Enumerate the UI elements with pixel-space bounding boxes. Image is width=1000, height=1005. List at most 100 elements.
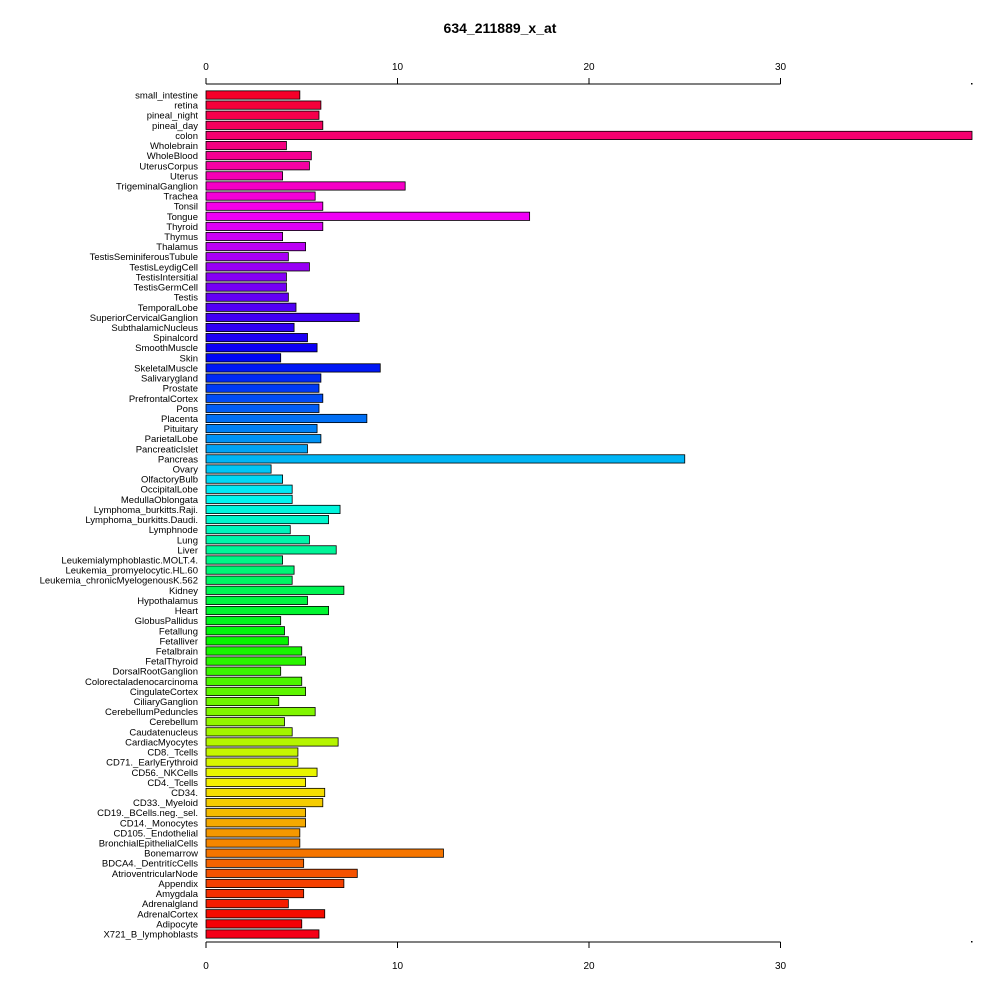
category-label: Lymphoma_burkitts.Raji.: [94, 505, 198, 516]
category-label: Tongue: [167, 212, 198, 223]
bar: [205, 626, 285, 636]
bar: [205, 151, 312, 161]
category-label: Kidney: [169, 586, 198, 597]
bar: [205, 828, 301, 838]
category-label: SmoothMuscle: [135, 343, 198, 354]
category-label: Pituitary: [164, 424, 199, 435]
category-label: OlfactoryBulb: [141, 475, 198, 486]
bar: [205, 322, 295, 333]
bottom-axis-tick-label: 20: [583, 961, 595, 972]
category-label: Bonemarrow: [144, 849, 198, 860]
bar: [205, 555, 283, 565]
category-label: PancreaticIslet: [136, 444, 199, 455]
bar: [205, 191, 316, 201]
category-label: small_intestine: [135, 91, 198, 102]
category-label: Fetalliver: [159, 636, 198, 647]
category-label: Spinalcord: [153, 333, 198, 344]
bar: [205, 798, 324, 808]
bar: [205, 565, 295, 575]
bar: [205, 242, 306, 252]
bar: [205, 858, 305, 868]
category-label: Fetalbrain: [156, 646, 198, 657]
category-label: Leukemia_chronicMyelogenousK.562: [40, 576, 198, 587]
bar: [205, 575, 293, 585]
bar: [205, 282, 287, 292]
bar: [205, 545, 337, 555]
bar: [205, 868, 358, 878]
bar: [205, 272, 287, 282]
bar: [205, 696, 280, 707]
category-label: Placenta: [161, 414, 199, 425]
bar: [205, 686, 306, 696]
category-label: CD4._Tcells: [147, 778, 198, 789]
bar: [205, 181, 406, 191]
bar: [205, 494, 293, 504]
category-label: Leukemia_promyelocytic.HL.60: [65, 566, 198, 577]
bar: [205, 171, 283, 181]
category-label: CerebellumPeduncles: [105, 707, 198, 718]
category-label: Liver: [177, 545, 198, 556]
bar: [205, 221, 324, 231]
bar: [205, 727, 293, 737]
bar: [205, 201, 324, 211]
bar: [205, 464, 272, 474]
category-label: Salivarygland: [141, 374, 198, 385]
bar: [205, 899, 289, 909]
top-axis-tick-label: 0: [203, 62, 209, 73]
bar: [205, 90, 301, 100]
category-label: AdrenalCortex: [137, 909, 198, 920]
bar: [205, 474, 283, 484]
bar: [205, 889, 305, 899]
bar: [205, 434, 322, 444]
bar: [205, 767, 318, 777]
category-label: Thalamus: [156, 242, 198, 253]
category-label: CD14._Monocytes: [120, 818, 198, 829]
category-label: CD33._Myeloid: [133, 798, 198, 809]
bar: [205, 818, 306, 828]
category-label: Amygdala: [156, 889, 199, 900]
bar: [205, 403, 320, 413]
category-label: CD8._Tcells: [147, 748, 198, 759]
bar: [205, 373, 322, 383]
category-label: Leukemialymphoblastic.MOLT.4.: [61, 555, 198, 566]
category-label: Fetallung: [159, 626, 198, 637]
category-label: retina: [174, 101, 198, 112]
category-label: ParietalLobe: [145, 434, 198, 445]
bar: [205, 484, 293, 494]
bar: [205, 252, 289, 262]
category-label: PrefrontalCortex: [129, 394, 198, 405]
category-label: Skin: [180, 353, 198, 364]
bar: [205, 353, 282, 363]
category-label: SubthalamicNucleus: [111, 323, 198, 334]
bar: [205, 676, 303, 686]
top-axis-end-mark: [971, 83, 973, 85]
bottom-axis-tick-label: 10: [392, 961, 404, 972]
bar: [205, 393, 324, 403]
category-label: Wholebrain: [150, 141, 198, 152]
category-label: MedullaOblongata: [121, 495, 199, 506]
bar: [205, 140, 287, 151]
category-label: BDCA4._DentritícCells: [102, 859, 198, 870]
category-label: Hypothalamus: [137, 596, 198, 607]
category-label: colon: [175, 131, 198, 142]
chart-title: 634_211889_x_at: [443, 20, 557, 36]
bar: [205, 292, 289, 302]
bar: [205, 787, 326, 798]
category-label: CD56._NKCells: [131, 768, 198, 779]
category-label: Tonsil: [174, 202, 198, 213]
category-label: pineal_night: [147, 111, 199, 122]
category-label: SkeletalMuscle: [134, 363, 198, 374]
bottom-axis-tick-label: 0: [203, 961, 209, 972]
bar: [205, 211, 531, 221]
bar: [205, 595, 308, 605]
bar: [205, 737, 339, 747]
bar: [205, 333, 308, 343]
bar: [205, 262, 310, 272]
bar: [205, 707, 316, 717]
bar: [205, 231, 283, 242]
category-label: Caudatenucleus: [129, 727, 198, 738]
bar: [205, 444, 308, 454]
bar: [205, 838, 301, 848]
category-label: Uterus: [170, 171, 198, 182]
